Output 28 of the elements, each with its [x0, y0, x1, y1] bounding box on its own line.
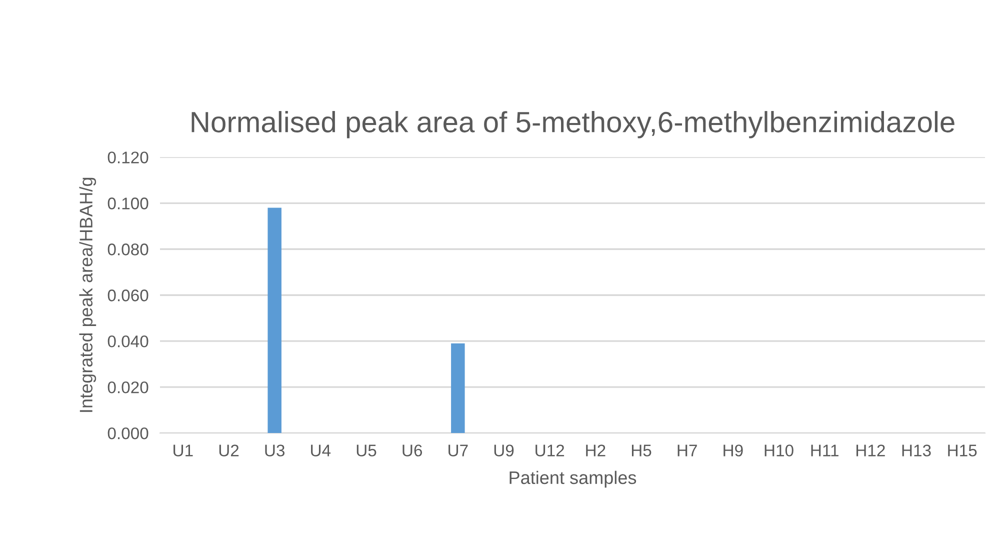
chart-title: Normalised peak area of 5-methoxy,6-methylbenzimidazole: [192, 111, 954, 138]
x-tick-label: U4: [311, 444, 331, 456]
y-tick-label: 0.100: [108, 198, 148, 210]
x-tick-label: H15: [948, 444, 977, 456]
x-tick-label: H13: [902, 444, 931, 456]
x-tick-label: H7: [678, 444, 697, 456]
x-tick-label: H11: [811, 444, 838, 456]
x-tick-label: H5: [632, 444, 652, 456]
x-tick-label: U5: [356, 444, 376, 456]
y-tick-label: 0.020: [108, 381, 148, 394]
x-tick-label: U12: [536, 444, 564, 456]
x-tick-label: U3: [265, 444, 285, 456]
x-tick-label: U2: [219, 444, 239, 456]
x-tick-label: U6: [402, 444, 422, 456]
x-tick-label: U1: [174, 444, 193, 456]
x-tick-label: H2: [586, 444, 606, 456]
y-axis-title: Integrated peak area/HBAH/g: [79, 178, 96, 412]
y-tick-label: 0.080: [108, 244, 148, 256]
y-tick-label: 0.120: [108, 152, 148, 164]
y-tick-label: 0.040: [108, 336, 148, 348]
y-tick-label: 0.000: [108, 427, 148, 440]
x-axis-title: Patient samples: [510, 470, 636, 488]
x-tick-label: H9: [724, 444, 743, 456]
x-tick-label: H12: [856, 444, 885, 456]
y-tick-label: 0.060: [108, 290, 148, 302]
x-tick-label: U7: [448, 444, 468, 456]
x-tick-label: H10: [764, 444, 794, 456]
x-tick-label: U9: [494, 444, 514, 456]
